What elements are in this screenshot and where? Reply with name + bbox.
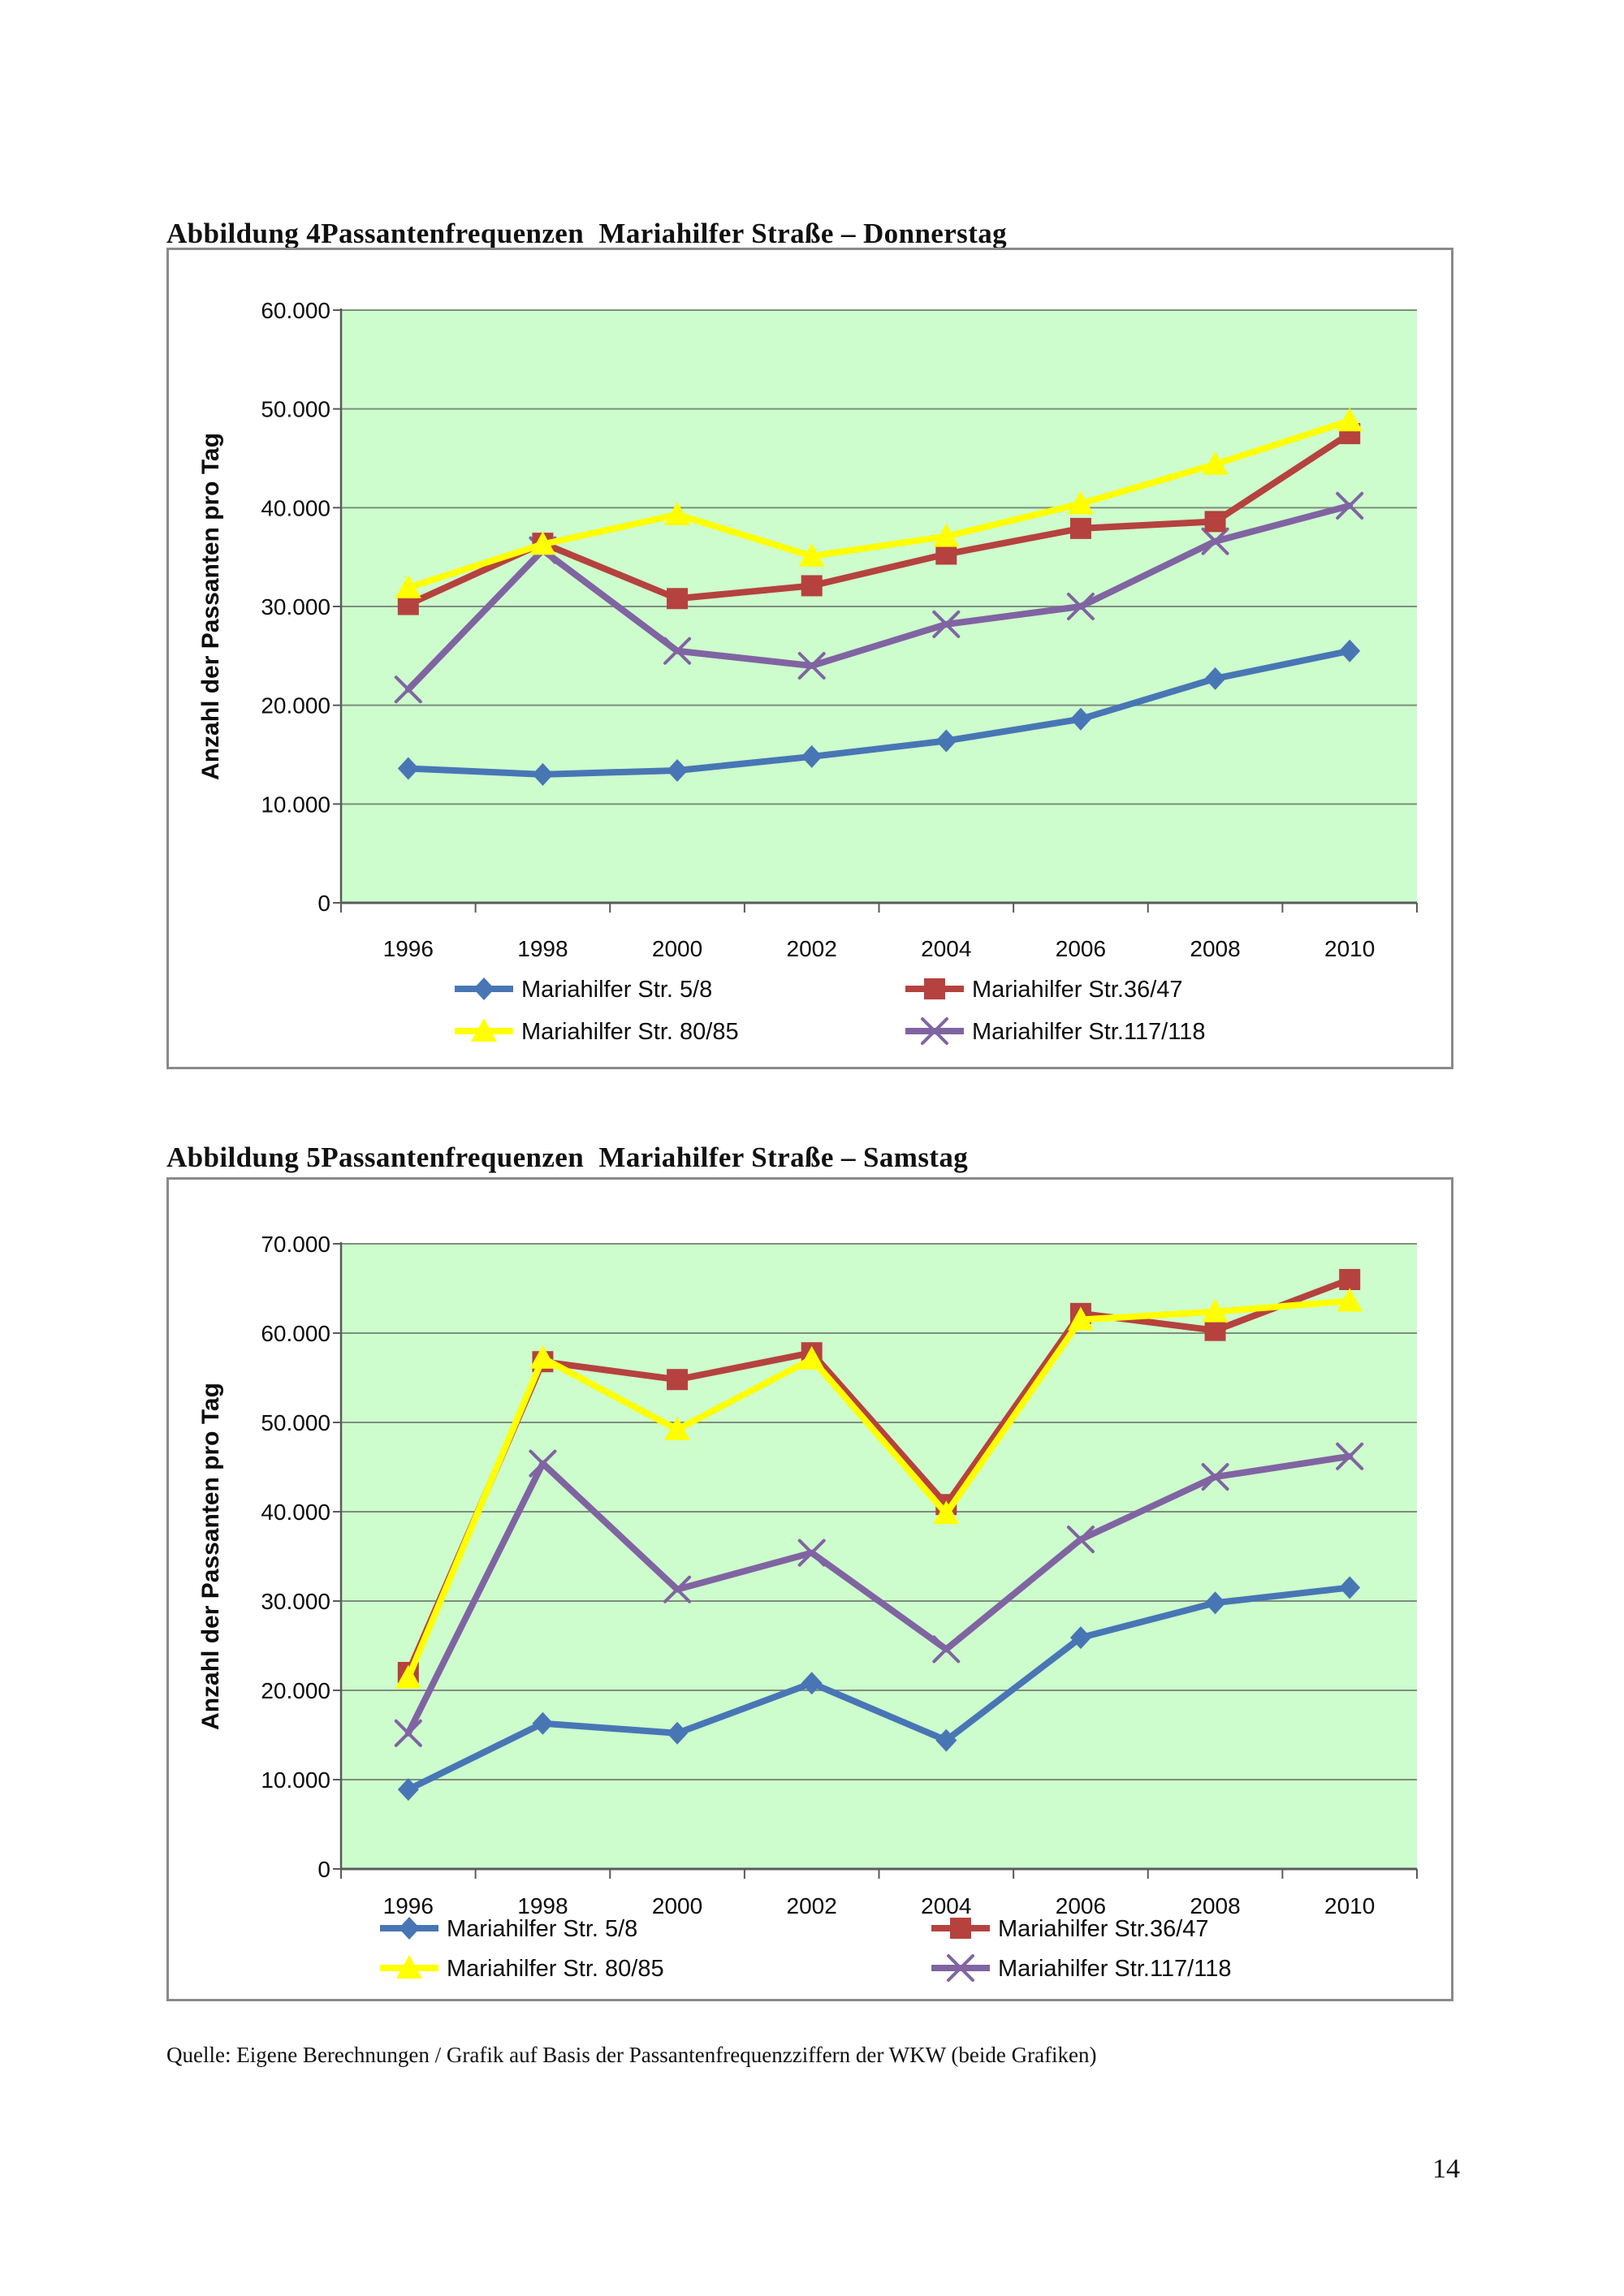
y-tick-label: 40.000 xyxy=(261,495,330,520)
legend-label: Mariahilfer Str. 5/8 xyxy=(521,977,712,1003)
x-tick-label: 2006 xyxy=(1056,936,1106,961)
x-tick-label: 2008 xyxy=(1190,1893,1240,1918)
gridlines xyxy=(341,1243,1417,1780)
x-tick-label: 2006 xyxy=(1056,1893,1106,1918)
y-tick-label: 50.000 xyxy=(261,397,330,422)
x-axis: 1996 1998 2000 2002 2004 2006 2008 2010 xyxy=(340,1867,1418,1918)
figure4-chart-frame: 0 10.000 20.000 30.000 40.000 50.000 60.000 199… xyxy=(166,248,1453,1069)
series-1-line xyxy=(397,423,1361,615)
legend-entry-3: Mariahilfer Str.117/118 xyxy=(905,1017,1205,1045)
legend-label: Mariahilfer Str.117/118 xyxy=(972,1019,1205,1045)
legend-label: Mariahilfer Str. 80/85 xyxy=(447,1956,664,1982)
x-tick-label: 1998 xyxy=(517,1893,568,1918)
series-3-line xyxy=(394,1442,1364,1747)
figure5-chart-frame: 0 10.000 20.000 30.000 40.000 50.000 60.000 70.… xyxy=(166,1177,1453,2001)
legend: Mariahilfer Str. 5/8 Mariahilfer Str.36/4… xyxy=(380,1916,1231,1982)
x-tick-label: 2002 xyxy=(787,1893,837,1918)
x-tick-label: 1996 xyxy=(383,1893,434,1918)
y-axis: 0 10.000 20.000 30.000 40.000 50.000 60.000 xyxy=(261,298,343,916)
legend: Mariahilfer Str. 5/8 Mariahilfer Str.36/4… xyxy=(455,977,1205,1045)
legend-label: Mariahilfer Str.36/47 xyxy=(998,1916,1209,1942)
legend-entry-3: Mariahilfer Str.117/118 xyxy=(931,1954,1231,1982)
legend-label: Mariahilfer Str. 5/8 xyxy=(447,1916,637,1942)
y-axis-title: Anzahl der Passanten pro Tag xyxy=(197,1383,224,1730)
x-tick-label: 1998 xyxy=(517,936,568,961)
series-2-line xyxy=(395,408,1363,598)
x-tick-label: 2002 xyxy=(787,936,837,961)
y-axis: 0 10.000 20.000 30.000 40.000 50.000 60.000 70.… xyxy=(261,1232,343,1882)
x-tick-label: 2004 xyxy=(921,1893,971,1918)
y-axis-title: Anzahl der Passanten pro Tag xyxy=(197,433,224,780)
legend-entry-2: Mariahilfer Str. 80/85 xyxy=(380,1955,664,1982)
figure4-title: Abbildung 4Passantenfrequenzen Mariahilf… xyxy=(166,218,1008,250)
donnerstag-line-chart: 0 10.000 20.000 30.000 40.000 50.000 60.000 199… xyxy=(166,248,1453,1069)
x-tick-label: 2010 xyxy=(1324,1893,1375,1918)
y-tick-label: 60.000 xyxy=(261,1321,330,1346)
x-tick-label: 2004 xyxy=(921,936,971,961)
y-tick-label: 10.000 xyxy=(261,1767,330,1793)
series-0-line xyxy=(397,1576,1361,1802)
legend-label: Mariahilfer Str.36/47 xyxy=(972,977,1183,1003)
legend-entry-2: Mariahilfer Str. 80/85 xyxy=(455,1018,739,1045)
source-note: Quelle: Eigene Berechnungen / Grafik auf… xyxy=(166,2043,1097,2067)
y-tick-label: 30.000 xyxy=(261,594,330,619)
x-axis: 1996 1998 2000 2002 2004 2006 2008 2010 xyxy=(340,901,1418,961)
legend-entry-0: Mariahilfer Str. 5/8 xyxy=(380,1916,637,1942)
legend-entry-0: Mariahilfer Str. 5/8 xyxy=(455,977,712,1003)
y-tick-label: 60.000 xyxy=(261,298,330,323)
x-tick-label: 1996 xyxy=(383,936,434,961)
legend-entry-1: Mariahilfer Str.36/47 xyxy=(905,977,1183,1003)
x-tick-label: 2000 xyxy=(652,1893,702,1918)
legend-label: Mariahilfer Str. 80/85 xyxy=(521,1019,739,1045)
plot-area xyxy=(341,1244,1417,1869)
x-tick-label: 2008 xyxy=(1190,936,1240,961)
series-0-line xyxy=(397,639,1361,786)
figure5-title: Abbildung 5Passantenfrequenzen Mariahilf… xyxy=(166,1142,969,1174)
x-tick-label: 2010 xyxy=(1324,936,1375,961)
y-tick-label: 40.000 xyxy=(261,1500,330,1525)
samstag-line-chart: 0 10.000 20.000 30.000 40.000 50.000 60.000 70.… xyxy=(166,1177,1453,2001)
y-tick-label: 0 xyxy=(317,1857,330,1882)
legend-label: Mariahilfer Str.117/118 xyxy=(998,1956,1231,1982)
gridlines xyxy=(341,309,1417,805)
series-2-line xyxy=(395,1288,1363,1689)
page-number: 14 xyxy=(1432,2154,1460,2184)
x-tick-label: 2000 xyxy=(652,936,702,961)
y-tick-label: 30.000 xyxy=(261,1589,330,1614)
y-tick-label: 10.000 xyxy=(261,792,330,817)
y-tick-label: 20.000 xyxy=(261,1678,330,1703)
y-tick-label: 70.000 xyxy=(261,1232,330,1257)
y-tick-label: 0 xyxy=(317,891,330,916)
y-tick-label: 50.000 xyxy=(261,1410,330,1435)
legend-entry-1: Mariahilfer Str.36/47 xyxy=(931,1916,1209,1942)
y-tick-label: 20.000 xyxy=(261,693,330,719)
